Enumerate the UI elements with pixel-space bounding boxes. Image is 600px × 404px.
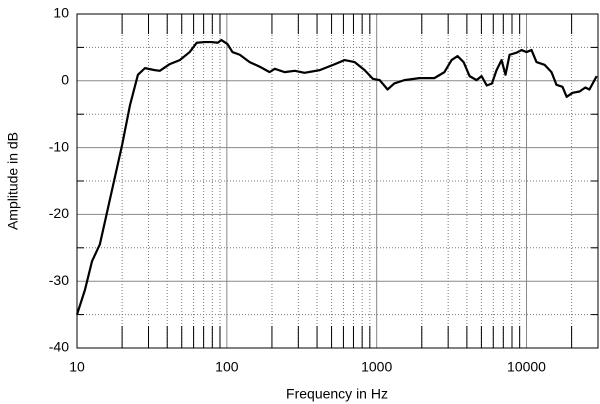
y-tick-label: -10	[49, 138, 69, 154]
y-axis-title: Amplitude in dB	[5, 132, 21, 230]
x-tick-label: 10	[69, 359, 85, 375]
response-line	[75, 38, 598, 315]
plot-frame	[76, 13, 599, 349]
x-tick-label: 100	[215, 359, 239, 375]
x-tick-label: 10000	[507, 359, 546, 375]
x-axis-title: Frequency in Hz	[286, 386, 388, 402]
y-tick-label: 10	[53, 5, 69, 21]
y-tick-label: -40	[49, 339, 69, 355]
y-tick-label: -20	[49, 205, 69, 221]
y-tick-label: -30	[49, 272, 69, 288]
x-tick-label: 1000	[361, 359, 392, 375]
y-tick-label: 0	[61, 72, 69, 88]
